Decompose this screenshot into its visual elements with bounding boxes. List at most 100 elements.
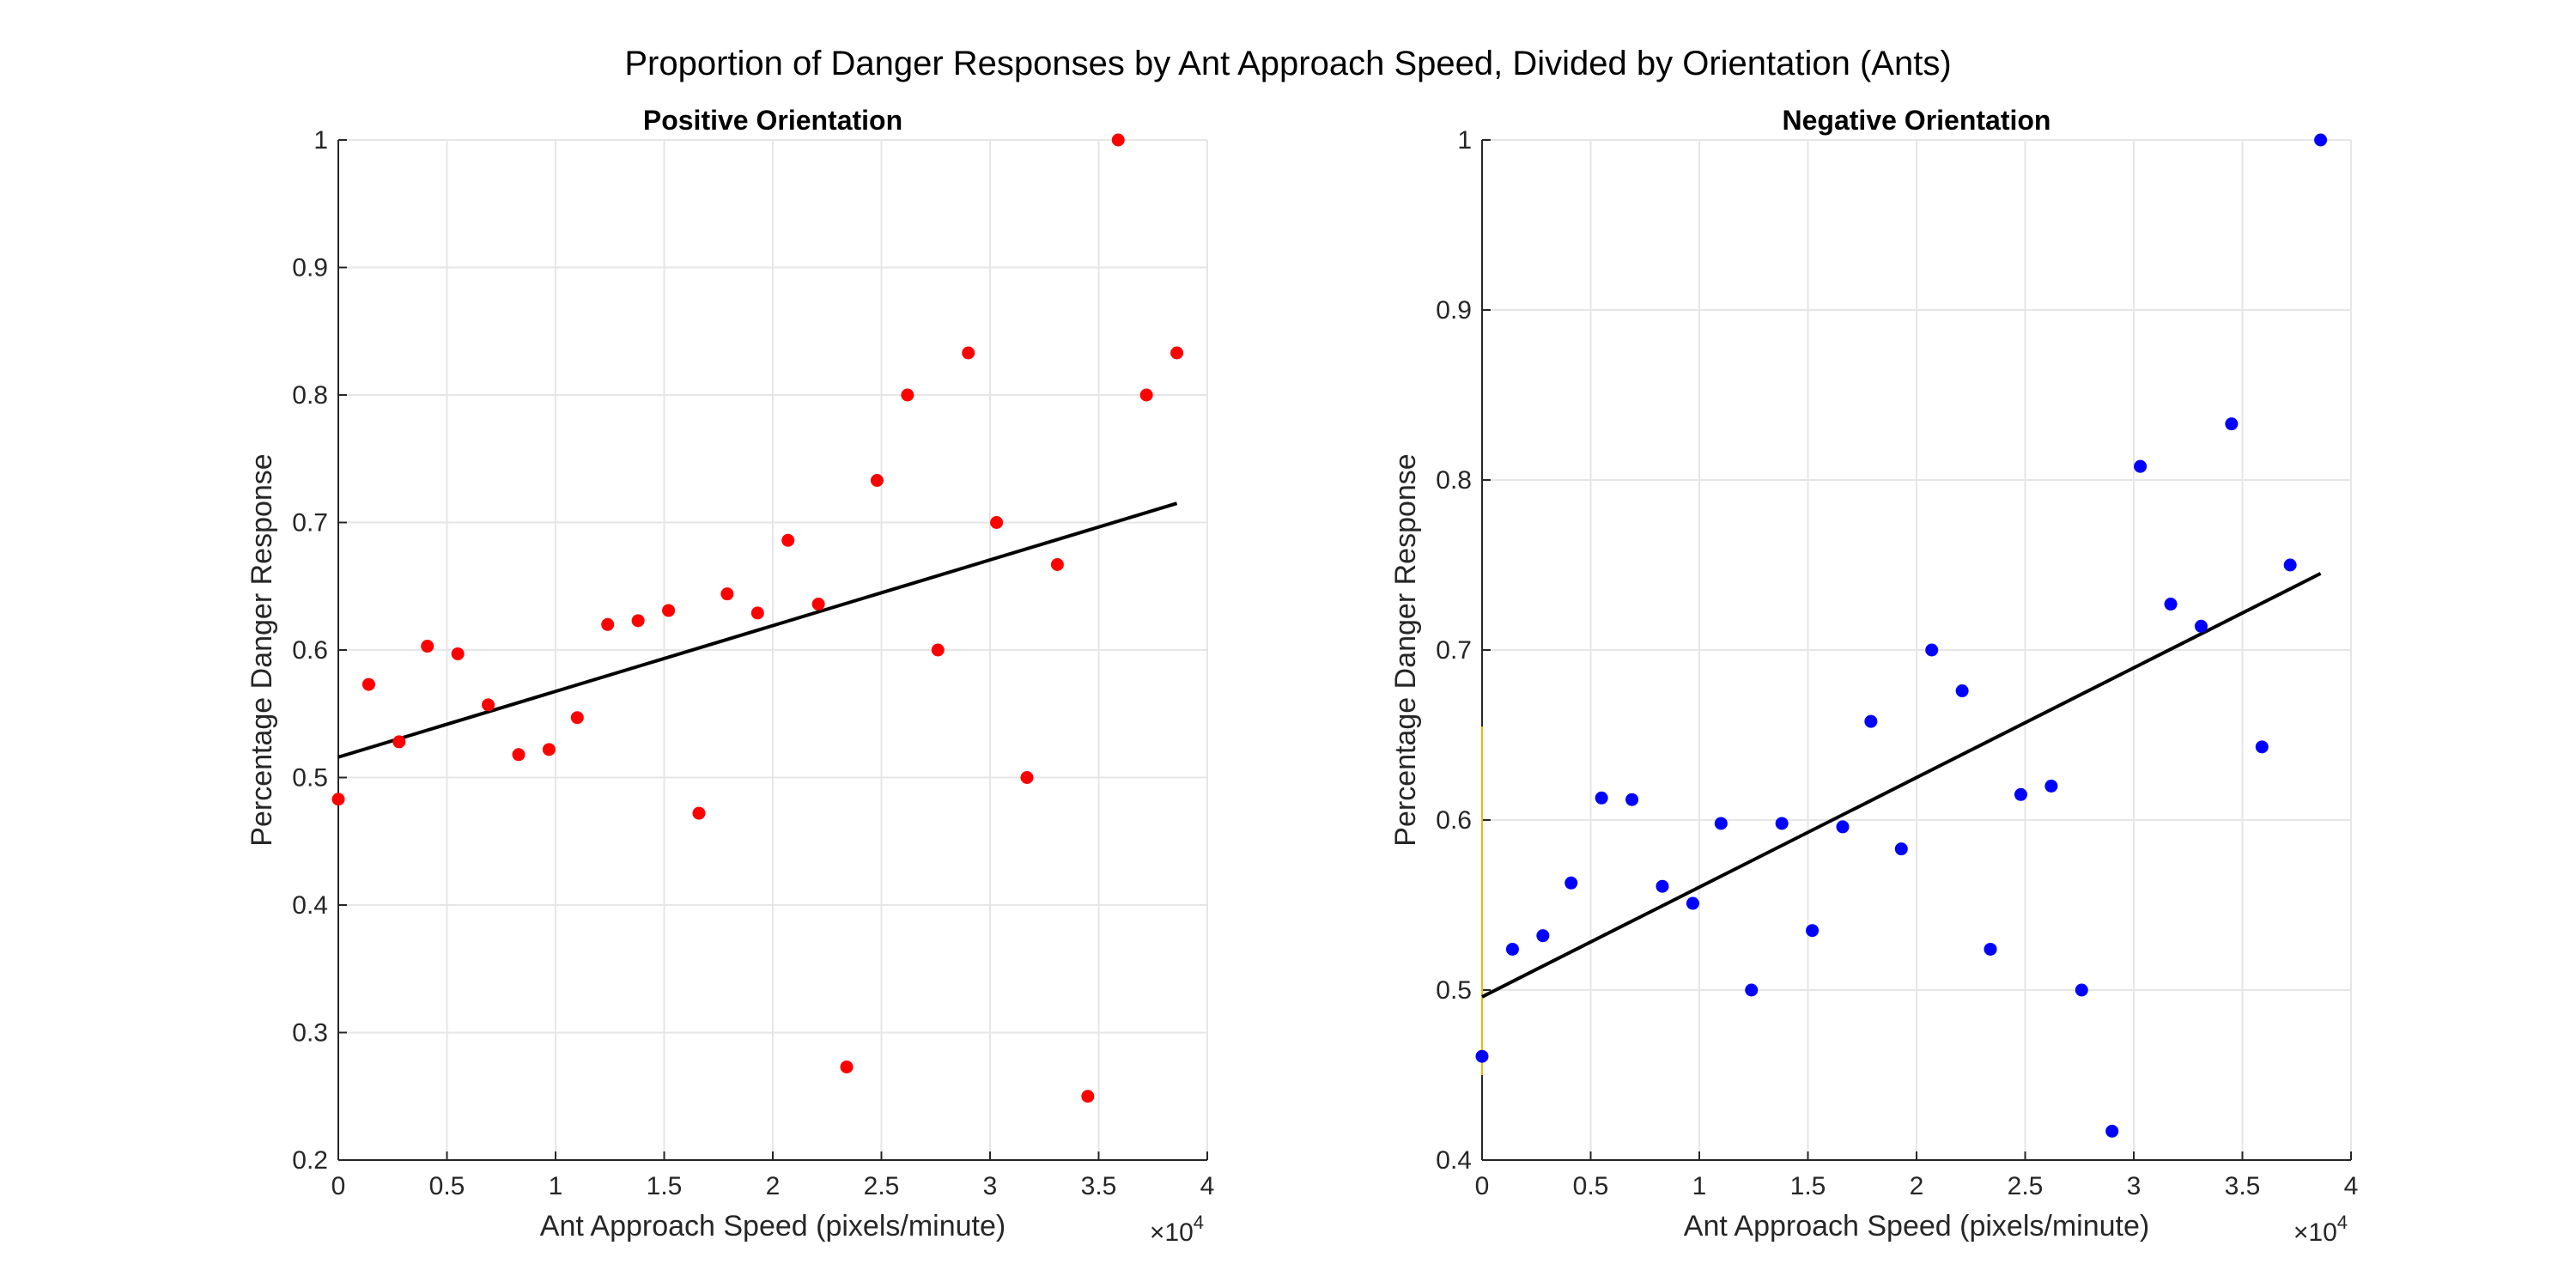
x-tick-label: 3 [2127,1172,2142,1200]
data-point [2194,619,2208,633]
data-point [840,1060,854,1074]
y-tick-label: 1 [1457,126,1472,155]
data-point [451,647,465,660]
y-axis-label: Percentage Danger Response [246,453,278,846]
data-point [331,793,345,806]
data-point [2164,598,2178,611]
data-point [720,587,734,601]
data-point [1656,879,1669,893]
data-point [2075,983,2088,997]
data-point [1836,820,1850,834]
data-point [2044,779,2058,793]
x-axis-exponent-label: ×104 [2293,1212,2348,1247]
x-tick-label: 2.5 [2008,1172,2044,1200]
y-axis-label: Percentage Danger Response [1389,453,1422,846]
y-tick-label: 0.9 [1436,296,1472,325]
data-point [2255,740,2269,754]
x-tick-label: 1 [1692,1172,1707,1200]
y-tick-label: 0.8 [1436,466,1472,495]
x-axis-exponent-base: ×10 [2293,1218,2337,1247]
data-point [1686,896,1699,910]
data-point [1081,1090,1095,1103]
y-tick-label: 0.3 [292,1019,328,1048]
x-axis-exponent-power: 4 [2337,1212,2348,1233]
data-point [901,388,914,402]
x-tick-label: 4 [1200,1172,1215,1200]
x-tick-label: 4 [2344,1172,2359,1200]
data-point [962,346,975,360]
trend-line [1481,572,2322,999]
y-tick-label: 1 [313,126,328,155]
x-tick-label: 0.5 [429,1172,465,1200]
data-point [781,533,795,547]
figure-title: Proportion of Danger Responses by Ant Ap… [624,45,1952,82]
data-point [1050,558,1064,572]
x-axis-label: Ant Approach Speed (pixels/minute) [1684,1210,2149,1242]
data-point [1864,714,1878,728]
x-tick-label: 2.5 [864,1172,900,1200]
x-tick-label: 1.5 [1790,1172,1826,1200]
y-tick-label: 0.7 [1436,636,1472,665]
y-tick-label: 0.4 [1436,1146,1472,1175]
data-point [392,735,406,749]
panel-title: Negative Orientation [1783,105,2051,136]
data-point [1170,346,1184,360]
data-point [2283,558,2297,572]
y-tick-label: 0.7 [292,509,328,538]
data-point [662,604,676,617]
x-tick-label: 1.5 [647,1172,683,1200]
data-point [421,640,434,653]
x-axis-exponent-label: ×104 [1150,1212,1204,1247]
data-point [2225,417,2239,431]
data-point [1714,817,1728,830]
x-tick-label: 3 [983,1172,998,1200]
x-tick-label: 0 [331,1172,346,1200]
data-point [1984,942,1997,956]
data-point [1955,684,1969,698]
data-point [361,677,375,691]
data-point [1564,876,1578,890]
y-tick-label: 0.6 [292,636,328,665]
y-tick-label: 0.5 [292,764,328,793]
y-tick-label: 0.8 [292,381,328,410]
data-point [570,711,584,725]
x-axis-exponent-power: 4 [1194,1212,1204,1233]
data-point [1595,791,1608,805]
x-axis-label: Ant Approach Speed (pixels/minute) [540,1210,1005,1242]
data-point [1894,842,1908,856]
x-tick-label: 0.5 [1573,1172,1609,1200]
x-tick-label: 0 [1475,1172,1490,1200]
data-point [1745,983,1759,997]
data-point [931,643,945,657]
data-point [1505,942,1519,956]
x-tick-label: 3.5 [2225,1172,2261,1200]
x-tick-label: 2 [766,1172,781,1200]
data-point [1536,929,1550,943]
y-tick-label: 0.9 [292,254,328,283]
trend-line [337,501,1178,759]
data-point [1475,1049,1489,1063]
panel-title: Positive Orientation [643,105,902,136]
y-tick-label: 0.6 [1436,806,1472,835]
data-point [2134,459,2148,473]
data-point [631,614,645,628]
data-point [1775,817,1789,830]
data-point [1020,771,1034,784]
data-point [2314,133,2328,147]
data-point [512,748,526,762]
data-point [692,806,706,820]
data-point [990,516,1004,529]
data-point [1806,924,1820,938]
y-tick-label: 0.4 [292,891,328,920]
y-tick-label: 0.2 [292,1146,328,1175]
panel-positive-orientation: 0 0.5 1 1.5 2 2.5 3 3.5 4 0.2 0.3 0.4 0.5 0.6 0.7 0.8 0.… [246,105,1214,1247]
panel-negative-orientation: 0 0.5 1 1.5 2 2.5 3 3.5 4 0.4 0.5 0.6 0.7 0.8 0.9 1 Nega… [1389,105,2358,1247]
x-axis-exponent-base: ×10 [1150,1218,1194,1247]
data-point [2014,787,2027,801]
data-point [2105,1124,2119,1138]
data-point [1111,133,1125,147]
data-point [601,617,615,631]
data-point [1625,793,1639,806]
data-point [1925,643,1939,657]
